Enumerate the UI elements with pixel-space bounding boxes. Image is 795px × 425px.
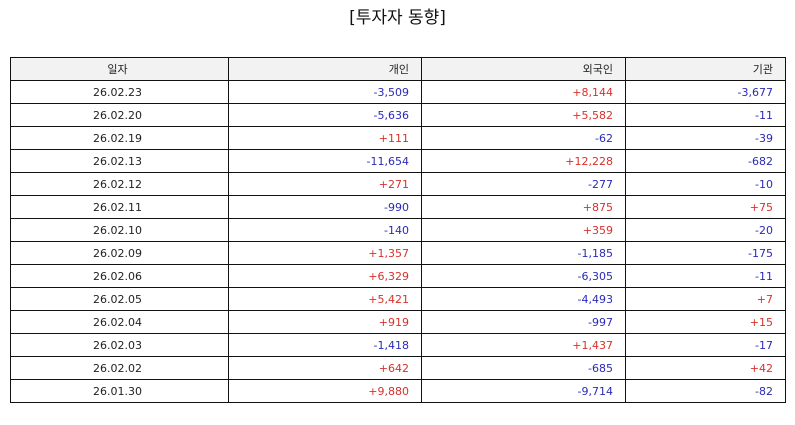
cell-institution: -82 (625, 379, 786, 403)
cell-individual: -3,509 (228, 80, 422, 104)
cell-foreign: +359 (421, 218, 626, 242)
table-row: 26.02.23 -3,509 +8,144 -3,677 (10, 80, 786, 104)
table-header-row: 일자 개인 외국인 기관 (10, 57, 786, 81)
cell-institution: +42 (625, 356, 786, 380)
table-row: 26.02.10 -140 +359 -20 (10, 218, 786, 242)
cell-institution: -17 (625, 333, 786, 357)
cell-foreign: +8,144 (421, 80, 626, 104)
cell-individual: +111 (228, 126, 422, 150)
cell-foreign: -9,714 (421, 379, 626, 403)
cell-date: 26.02.04 (10, 310, 229, 334)
column-header-individual: 개인 (228, 57, 422, 81)
cell-date: 26.02.20 (10, 103, 229, 127)
cell-individual: -5,636 (228, 103, 422, 127)
cell-individual: -140 (228, 218, 422, 242)
cell-foreign: -277 (421, 172, 626, 196)
cell-foreign: -1,185 (421, 241, 626, 265)
cell-institution: -39 (625, 126, 786, 150)
cell-institution: -682 (625, 149, 786, 173)
cell-institution: +15 (625, 310, 786, 334)
cell-institution: -10 (625, 172, 786, 196)
table-body: 26.02.23 -3,509 +8,144 -3,677 26.02.20 -5,636… (10, 80, 786, 403)
cell-foreign: -685 (421, 356, 626, 380)
cell-individual: +5,421 (228, 287, 422, 311)
cell-foreign: -6,305 (421, 264, 626, 288)
cell-individual: +9,880 (228, 379, 422, 403)
table-row: 26.02.11 -990 +875 +75 (10, 195, 786, 219)
table-row: 26.02.09 +1,357 -1,185 -175 (10, 241, 786, 265)
cell-date: 26.02.09 (10, 241, 229, 265)
cell-date: 26.02.13 (10, 149, 229, 173)
cell-institution: -11 (625, 103, 786, 127)
cell-date: 26.02.23 (10, 80, 229, 104)
cell-date: 26.02.05 (10, 287, 229, 311)
cell-individual: -1,418 (228, 333, 422, 357)
cell-foreign: +1,437 (421, 333, 626, 357)
cell-individual: +6,329 (228, 264, 422, 288)
cell-date: 26.02.11 (10, 195, 229, 219)
cell-individual: +271 (228, 172, 422, 196)
cell-institution: +7 (625, 287, 786, 311)
cell-date: 26.02.03 (10, 333, 229, 357)
cell-date: 26.01.30 (10, 379, 229, 403)
table-row: 26.02.06 +6,329 -6,305 -11 (10, 264, 786, 288)
table-row: 26.02.03 -1,418 +1,437 -17 (10, 333, 786, 357)
table-row: 26.02.05 +5,421 -4,493 +7 (10, 287, 786, 311)
cell-foreign: +875 (421, 195, 626, 219)
cell-foreign: -4,493 (421, 287, 626, 311)
cell-institution: -20 (625, 218, 786, 242)
table-row: 26.02.13 -11,654 +12,228 -682 (10, 149, 786, 173)
cell-foreign: +5,582 (421, 103, 626, 127)
cell-individual: -11,654 (228, 149, 422, 173)
column-header-date: 일자 (10, 57, 229, 81)
cell-individual: +1,357 (228, 241, 422, 265)
cell-individual: -990 (228, 195, 422, 219)
table-row: 26.02.20 -5,636 +5,582 -11 (10, 103, 786, 127)
cell-foreign: +12,228 (421, 149, 626, 173)
table-row: 26.01.30 +9,880 -9,714 -82 (10, 379, 786, 403)
table-row: 26.02.19 +111 -62 -39 (10, 126, 786, 150)
table-row: 26.02.12 +271 -277 -10 (10, 172, 786, 196)
cell-foreign: -997 (421, 310, 626, 334)
cell-institution: -3,677 (625, 80, 786, 104)
cell-individual: +642 (228, 356, 422, 380)
investor-trend-table: 일자 개인 외국인 기관 26.02.23 -3,509 +8,144 -3,677 2… (10, 57, 786, 403)
cell-date: 26.02.10 (10, 218, 229, 242)
cell-individual: +919 (228, 310, 422, 334)
cell-date: 26.02.19 (10, 126, 229, 150)
cell-institution: +75 (625, 195, 786, 219)
cell-foreign: -62 (421, 126, 626, 150)
cell-date: 26.02.12 (10, 172, 229, 196)
cell-institution: -11 (625, 264, 786, 288)
column-header-foreign: 외국인 (421, 57, 626, 81)
cell-date: 26.02.02 (10, 356, 229, 380)
column-header-institution: 기관 (625, 57, 786, 81)
cell-institution: -175 (625, 241, 786, 265)
table-row: 26.02.04 +919 -997 +15 (10, 310, 786, 334)
cell-date: 26.02.06 (10, 264, 229, 288)
table-row: 26.02.02 +642 -685 +42 (10, 356, 786, 380)
page-title: [투자자 동향] (349, 8, 446, 28)
